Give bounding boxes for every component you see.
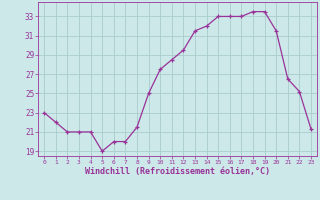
X-axis label: Windchill (Refroidissement éolien,°C): Windchill (Refroidissement éolien,°C) xyxy=(85,167,270,176)
